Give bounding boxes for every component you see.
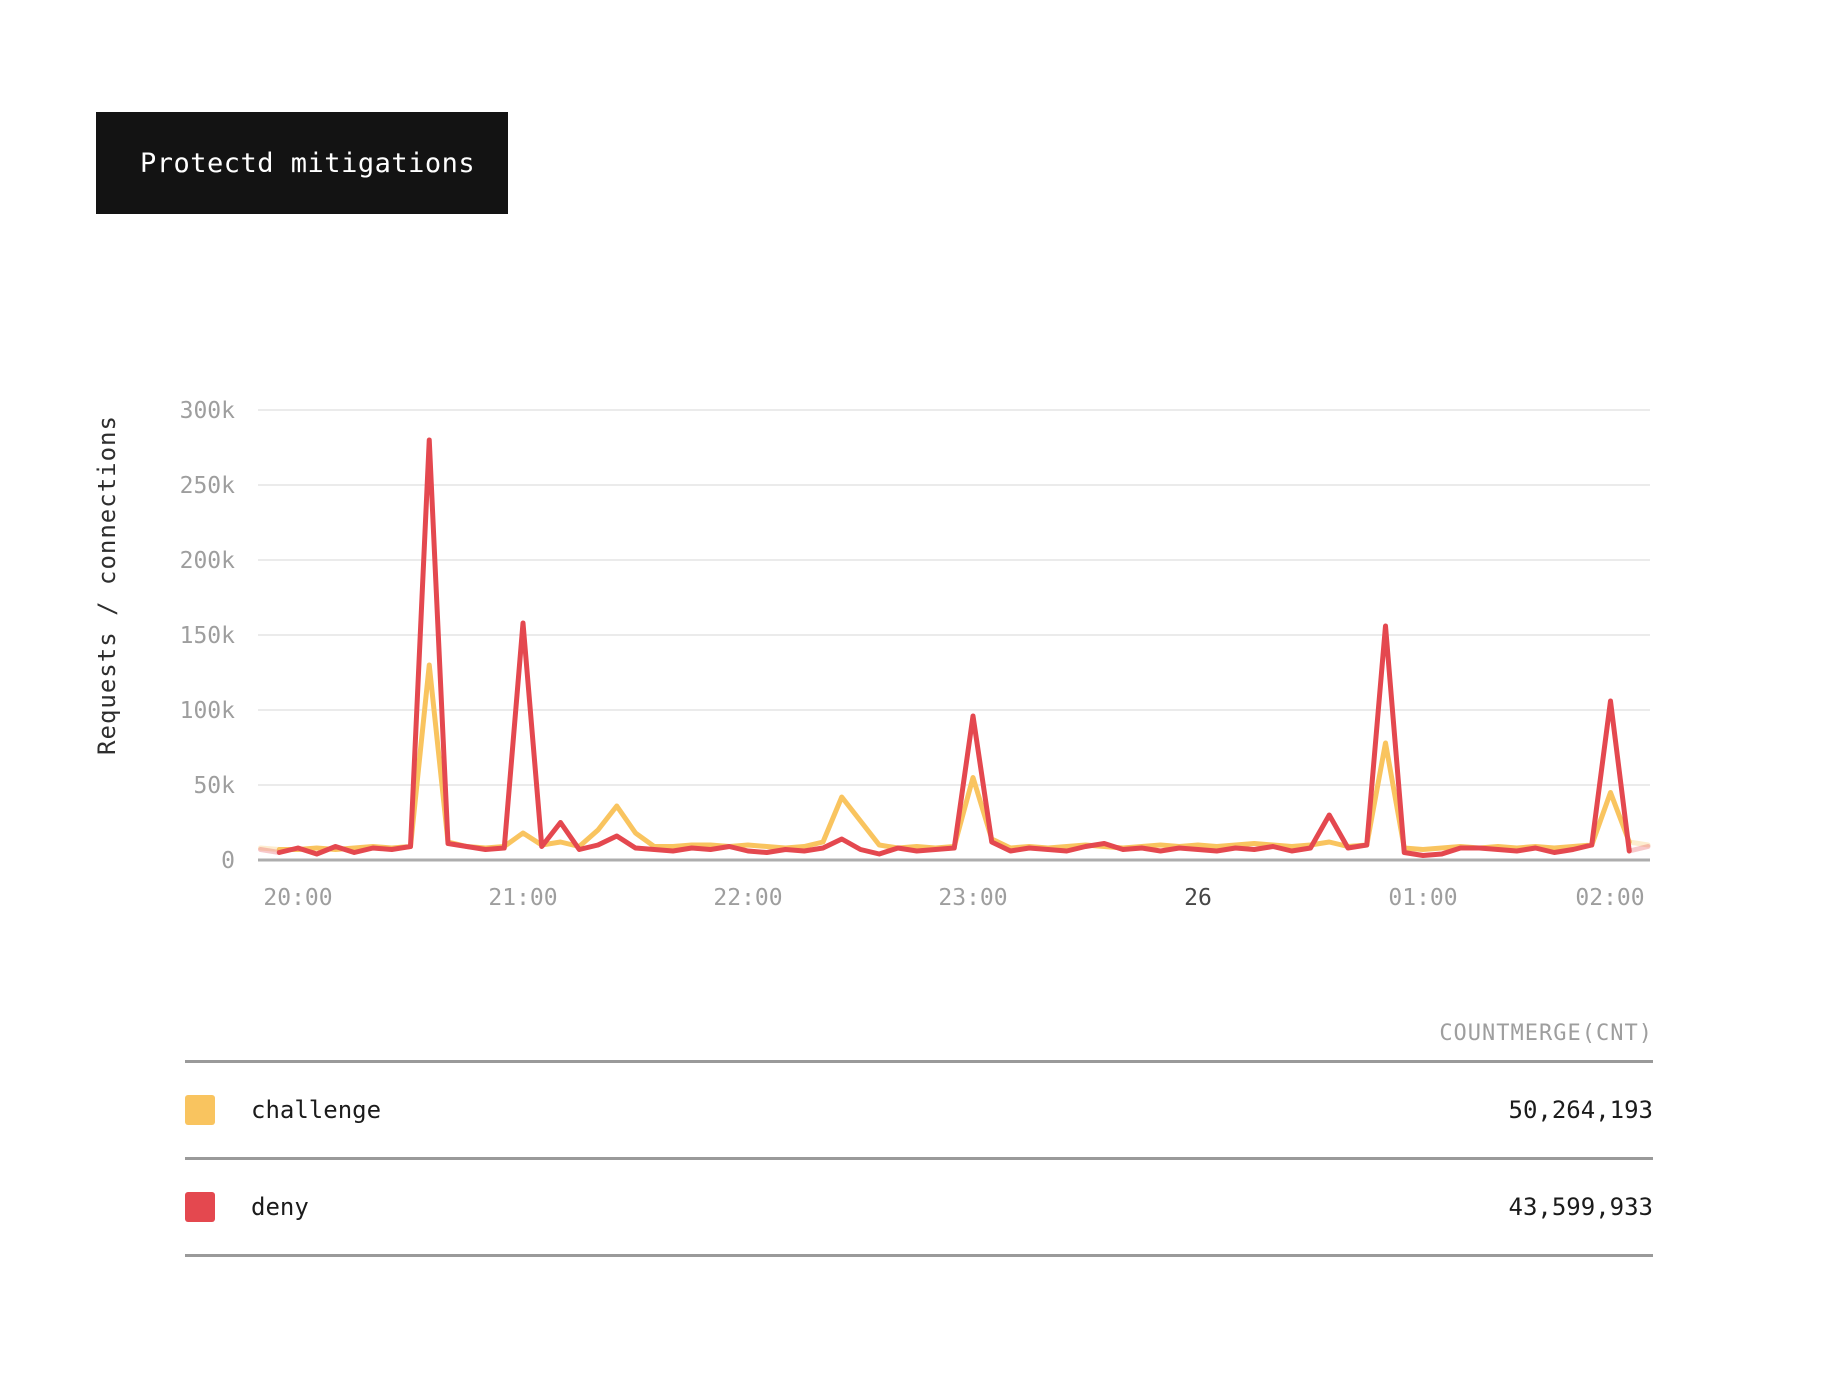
- series-line-challenge-fade-out: [1626, 839, 1651, 848]
- deny-swatch: [185, 1192, 215, 1222]
- series-line-challenge-fade-in: [258, 845, 282, 852]
- legend-label: deny: [251, 1193, 309, 1221]
- chart-title-card: Protectd mitigations: [96, 112, 508, 214]
- x-tick-label: 02:00: [1575, 885, 1644, 911]
- x-tick-label: 20:00: [263, 885, 332, 911]
- y-tick-label: 300k: [180, 398, 236, 424]
- x-tick-label: 01:00: [1388, 885, 1457, 911]
- legend-value: 50,264,193: [1508, 1096, 1654, 1124]
- series-line-challenge: [276, 662, 1632, 852]
- series-line-deny-fade-in: [258, 847, 282, 855]
- x-tick-label: 23:00: [938, 885, 1007, 911]
- chart-title: Protectd mitigations: [140, 147, 476, 179]
- y-tick-label: 250k: [180, 473, 236, 499]
- x-tick-label: 26: [1184, 885, 1212, 911]
- series-line-deny: [276, 437, 1632, 858]
- y-tick-label: 100k: [180, 698, 236, 724]
- table-rule: [185, 1157, 1653, 1160]
- legend-table-header: COUNTMERGE(CNT): [1439, 1021, 1653, 1046]
- legend-table: COUNTMERGE(CNT) challenge 50,264,193 den…: [185, 1000, 1653, 1257]
- legend-label: challenge: [251, 1096, 382, 1124]
- legend-row-challenge[interactable]: challenge 50,264,193: [185, 1063, 1653, 1157]
- challenge-swatch: [185, 1095, 215, 1125]
- y-tick-label: 0: [221, 848, 235, 874]
- x-tick-label: 21:00: [488, 885, 557, 911]
- y-tick-label: 150k: [180, 623, 236, 649]
- legend-value: 43,599,933: [1508, 1193, 1654, 1221]
- series-line-deny-fade-out: [1626, 844, 1651, 854]
- y-tick-label: 200k: [180, 548, 236, 574]
- chart-svg[interactable]: 300k 250k 200k 150k 100k 50k 0 20:00 21:00 22:00 2…: [0, 300, 1832, 980]
- legend-row-deny[interactable]: deny 43,599,933: [185, 1160, 1653, 1254]
- table-rule: [185, 1254, 1653, 1257]
- y-tick-label: 50k: [193, 773, 235, 799]
- x-tick-label: 22:00: [713, 885, 782, 911]
- table-rule: [185, 1060, 1653, 1063]
